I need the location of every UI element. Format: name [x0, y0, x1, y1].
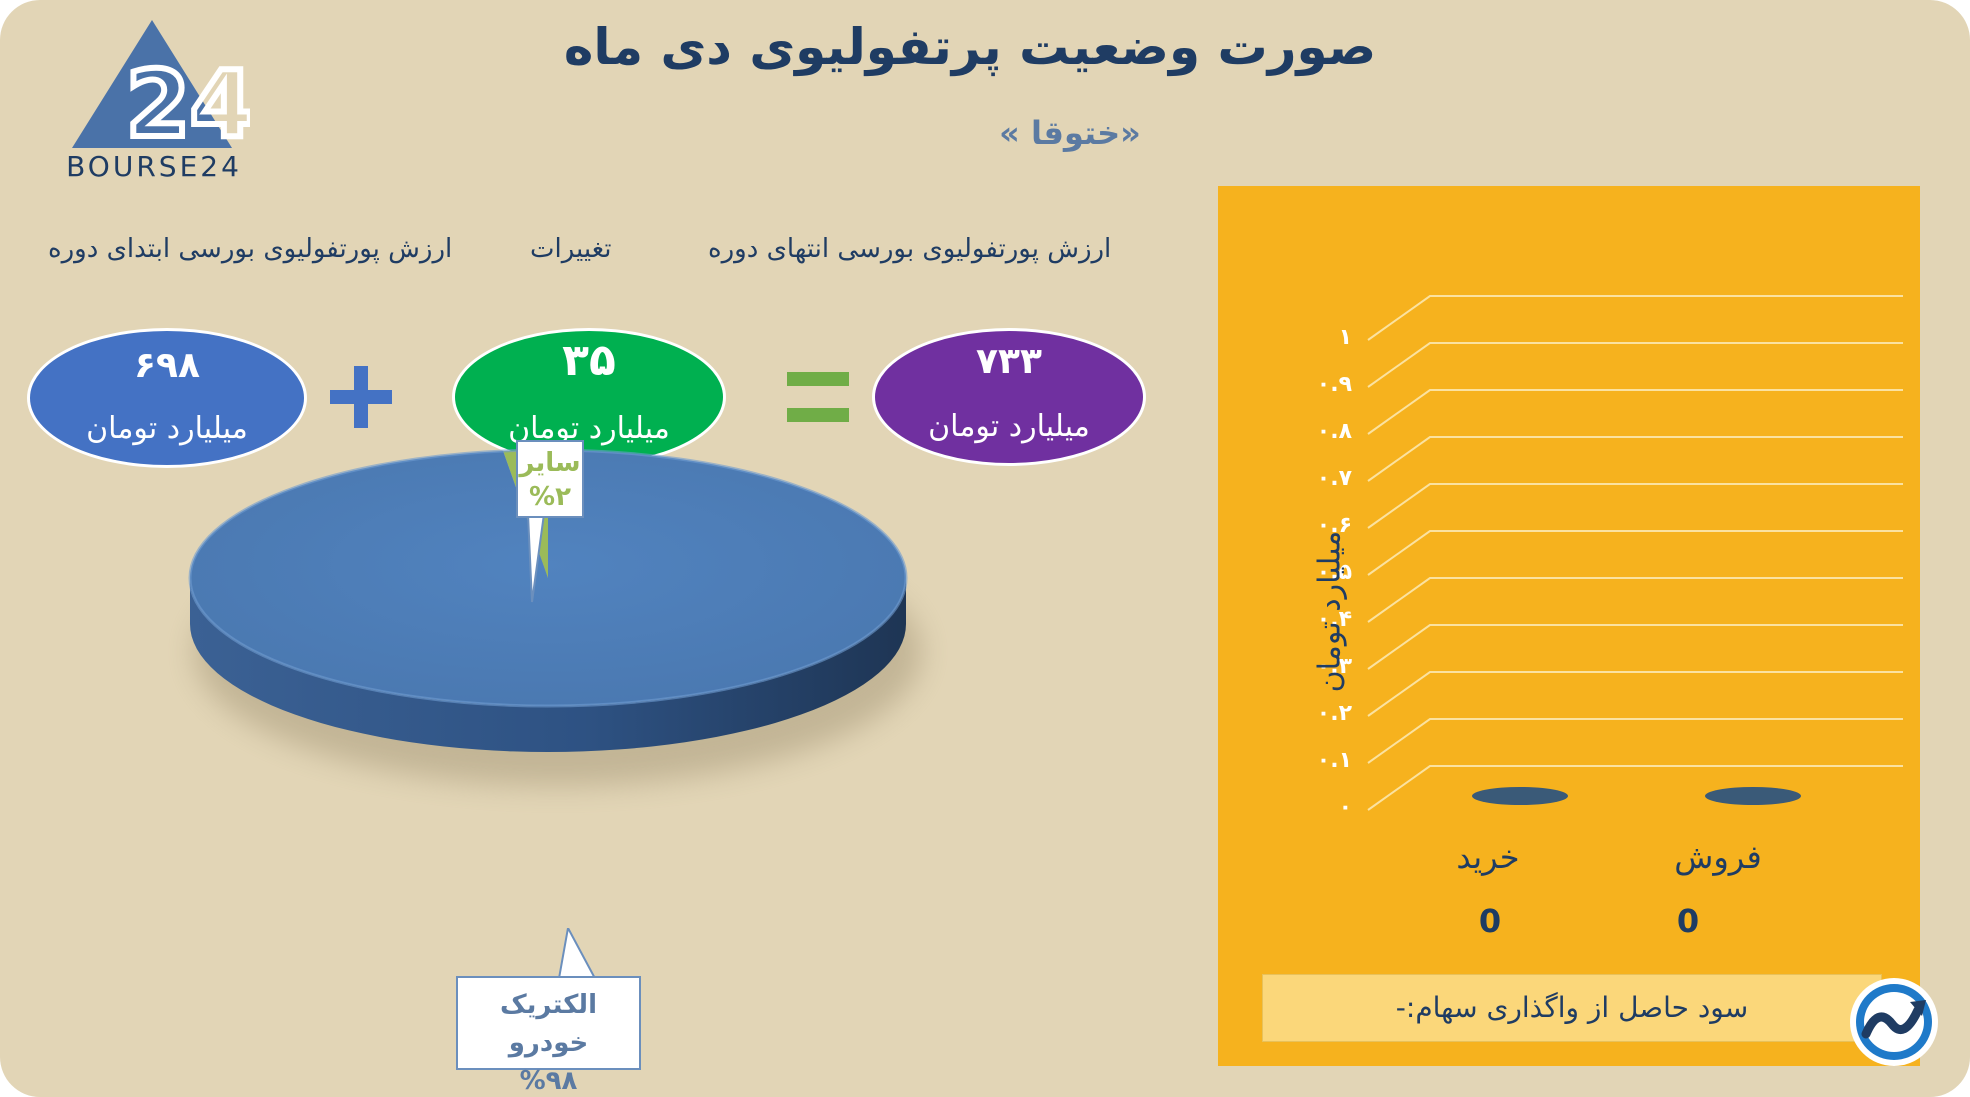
y-tick-label: ۰.۳ [1316, 654, 1352, 679]
y-axis-label: میلیارد تومان [1312, 530, 1348, 693]
pie-label-other-name: سایر [519, 448, 581, 478]
gridline [1367, 483, 1903, 529]
x-category-buy: خرید [1456, 838, 1520, 876]
y-tick-label: ۰.۹ [1316, 372, 1352, 397]
equals-icon [787, 372, 849, 422]
gridline [1367, 342, 1903, 388]
gridline [1367, 718, 1903, 764]
logo-text: BOURSE24 [66, 150, 242, 183]
y-tick-label: ۰.۸ [1316, 419, 1352, 444]
pie-label-other-percent: %۲ [529, 482, 571, 512]
bourse24-logo: 24 [72, 20, 250, 161]
chart-growth-icon [1850, 978, 1938, 1066]
end-value-ellipse: ۷۳۳ میلیارد تومان [872, 328, 1146, 466]
gridline [1367, 436, 1903, 482]
y-tick-label: ۰.۶ [1316, 513, 1352, 538]
pie-label-electric-percent: %۹۸ [519, 1066, 578, 1096]
value-label-buy: 0 [1478, 902, 1502, 940]
bar-buy [1472, 787, 1568, 805]
bar-sell [1705, 787, 1801, 805]
y-tick-label: ۰ [1338, 795, 1352, 820]
plus-icon [330, 366, 392, 428]
end-unit: میلیارد تومان [928, 409, 1090, 444]
pie-side-wall [190, 578, 906, 752]
gridline [1367, 624, 1903, 670]
pie-label-electric: الکتریک خودرو %۹۸ [456, 976, 641, 1096]
trade-bar-chart [1367, 295, 1903, 811]
value-label-sell: 0 [1676, 902, 1700, 940]
end-value-label: ارزش پورتفولیوی بورسی انتهای دوره [708, 234, 1112, 264]
gridline [1367, 295, 1903, 341]
start-value-label: ارزش پورتفولیوی بورسی ابتدای دوره [48, 234, 453, 264]
gridline [1367, 389, 1903, 435]
page-title: صورت وضعیت پرتفولیوی دی ماه [563, 18, 1377, 76]
change-label: تغییرات [530, 234, 612, 264]
pie-label-other: سایر %۲ [516, 440, 584, 518]
gridline [1367, 765, 1903, 811]
y-tick-label: ۰.۱ [1316, 748, 1352, 773]
y-tick-label: ۰.۴ [1316, 607, 1352, 632]
start-value: ۶۹۸ [134, 345, 200, 386]
pie-label-electric-name: الکتریک خودرو [500, 990, 597, 1058]
y-tick-label: ۱ [1338, 325, 1352, 350]
pie-slice-electric [189, 450, 906, 706]
start-unit: میلیارد تومان [86, 411, 248, 446]
portfolio-pie-chart [188, 448, 922, 786]
profit-label: سود حاصل از واگذاری سهام:- [1262, 974, 1882, 1042]
gridline [1367, 671, 1903, 717]
change-ellipse: ۳۵ میلیارد تومان [452, 328, 726, 466]
y-tick-label: ۰.۲ [1316, 701, 1352, 726]
company-name: «ختوقا » [999, 114, 1141, 152]
change-value: ۳۵ [562, 335, 616, 386]
y-tick-label: ۰.۷ [1316, 466, 1352, 491]
x-category-sell: فروش [1674, 838, 1762, 876]
y-tick-label: ۰.۵ [1316, 560, 1352, 585]
start-value-ellipse: ۶۹۸ میلیارد تومان [27, 328, 307, 468]
gridline [1367, 577, 1903, 623]
end-value: ۷۳۳ [976, 341, 1042, 382]
gridline [1367, 530, 1903, 576]
logo-mark: 24 [126, 51, 250, 158]
